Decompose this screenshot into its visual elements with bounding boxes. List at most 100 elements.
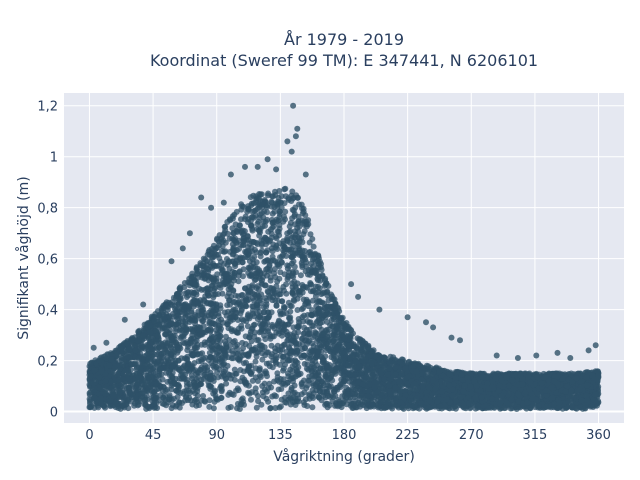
scatter-point: [291, 263, 298, 270]
scatter-point: [253, 404, 260, 411]
scatter-point: [200, 393, 207, 399]
scatter-point: [242, 248, 249, 255]
scatter-point: [263, 303, 270, 310]
scatter-point: [273, 302, 280, 309]
scatter-point: [285, 299, 292, 306]
scatter-point: [324, 379, 331, 385]
scatter-point: [168, 386, 175, 393]
chart-subtitle: Koordinat (Sweref 99 TM): E 347441, N 62…: [150, 51, 538, 70]
scatter-point: [269, 193, 276, 200]
scatter-point: [277, 376, 284, 382]
scatter-point: [278, 396, 285, 403]
scatter-point: [309, 236, 316, 242]
scatter-point: [230, 230, 237, 237]
scatter-point: [298, 306, 305, 313]
scatter-point: [238, 216, 244, 223]
scatter-point: [125, 405, 132, 412]
scatter-point: [229, 225, 236, 232]
scatter-point: [200, 255, 207, 262]
scatter-point: [283, 399, 290, 406]
scatter-point: [166, 369, 172, 376]
scatter-point: [214, 271, 221, 278]
scatter-point: [239, 302, 246, 309]
scatter-point: [282, 216, 288, 223]
scatter-point: [160, 353, 167, 360]
scatter-point: [206, 397, 213, 404]
scatter-point: [230, 355, 237, 362]
scatter-point: [341, 372, 348, 379]
scatter-point: [154, 405, 161, 411]
scatter-point: [202, 398, 209, 405]
scatter-point: [251, 297, 258, 304]
scatter-point: [281, 303, 287, 310]
scatter-point: [308, 353, 315, 360]
scatter-point: [287, 376, 294, 382]
scatter-point: [329, 377, 336, 384]
scatter-point: [289, 368, 296, 375]
scatter-point: [246, 390, 253, 397]
scatter-point: [352, 404, 359, 411]
scatter-point: [302, 268, 309, 275]
scatter-point: [290, 296, 297, 303]
scatter-point: [262, 352, 269, 359]
scatter-point: [354, 335, 361, 342]
scatter-point: [252, 385, 259, 392]
scatter-point: [261, 332, 268, 339]
scatter-point: [278, 193, 285, 200]
scatter-point: [325, 297, 332, 304]
scatter-point: [269, 253, 276, 260]
scatter-point: [286, 263, 293, 269]
scatter-point: [259, 223, 266, 230]
scatter-point: [294, 307, 301, 313]
scatter-point: [238, 292, 245, 299]
scatter-point: [217, 282, 224, 289]
scatter-point: [291, 278, 298, 285]
scatter-point: [277, 403, 284, 410]
scatter-point: [269, 351, 275, 358]
scatter-point: [282, 208, 289, 215]
scatter-point: [319, 273, 326, 280]
scatter-point: [318, 266, 325, 273]
scatter-point: [307, 231, 314, 238]
scatter-point: [133, 394, 140, 401]
scatter-point: [161, 392, 168, 399]
scatter-point: [264, 209, 270, 216]
scatter-point: [307, 280, 314, 286]
scatter-point: [172, 306, 178, 312]
scatter-point: [235, 278, 242, 285]
scatter-point: [235, 387, 242, 394]
scatter-point: [169, 299, 176, 306]
scatter-point: [137, 398, 144, 405]
scatter-point: [205, 309, 212, 316]
scatter-point: [266, 268, 273, 275]
scatter-point: [183, 294, 190, 300]
scatter-point: [322, 401, 329, 408]
scatter-point: [256, 228, 263, 234]
scatter-point: [252, 358, 259, 365]
scatter-point: [240, 317, 247, 324]
scatter-point: [228, 313, 235, 320]
scatter-point: [310, 243, 317, 250]
scatter-point: [315, 349, 322, 355]
scatter-point: [260, 393, 267, 400]
scatter-point: [178, 333, 185, 340]
scatter-point: [277, 269, 284, 276]
scatter-point: [210, 405, 217, 412]
scatter-point: [272, 405, 279, 411]
scatter-point: [255, 337, 262, 343]
scatter-point: [247, 331, 254, 338]
scatter-point: [294, 194, 301, 201]
scatter-point: [244, 323, 251, 330]
scatter-point: [287, 394, 294, 401]
scatter-point: [234, 345, 241, 352]
scatter-point: [242, 213, 249, 220]
scatter-point: [258, 242, 265, 249]
scatter-points: [86, 102, 602, 412]
scatter-point: [251, 321, 258, 328]
scatter-point: [259, 356, 266, 363]
scatter-point: [204, 339, 211, 346]
scatter-point: [281, 186, 288, 193]
scatter-point: [236, 406, 243, 412]
scatter-point: [159, 400, 166, 407]
